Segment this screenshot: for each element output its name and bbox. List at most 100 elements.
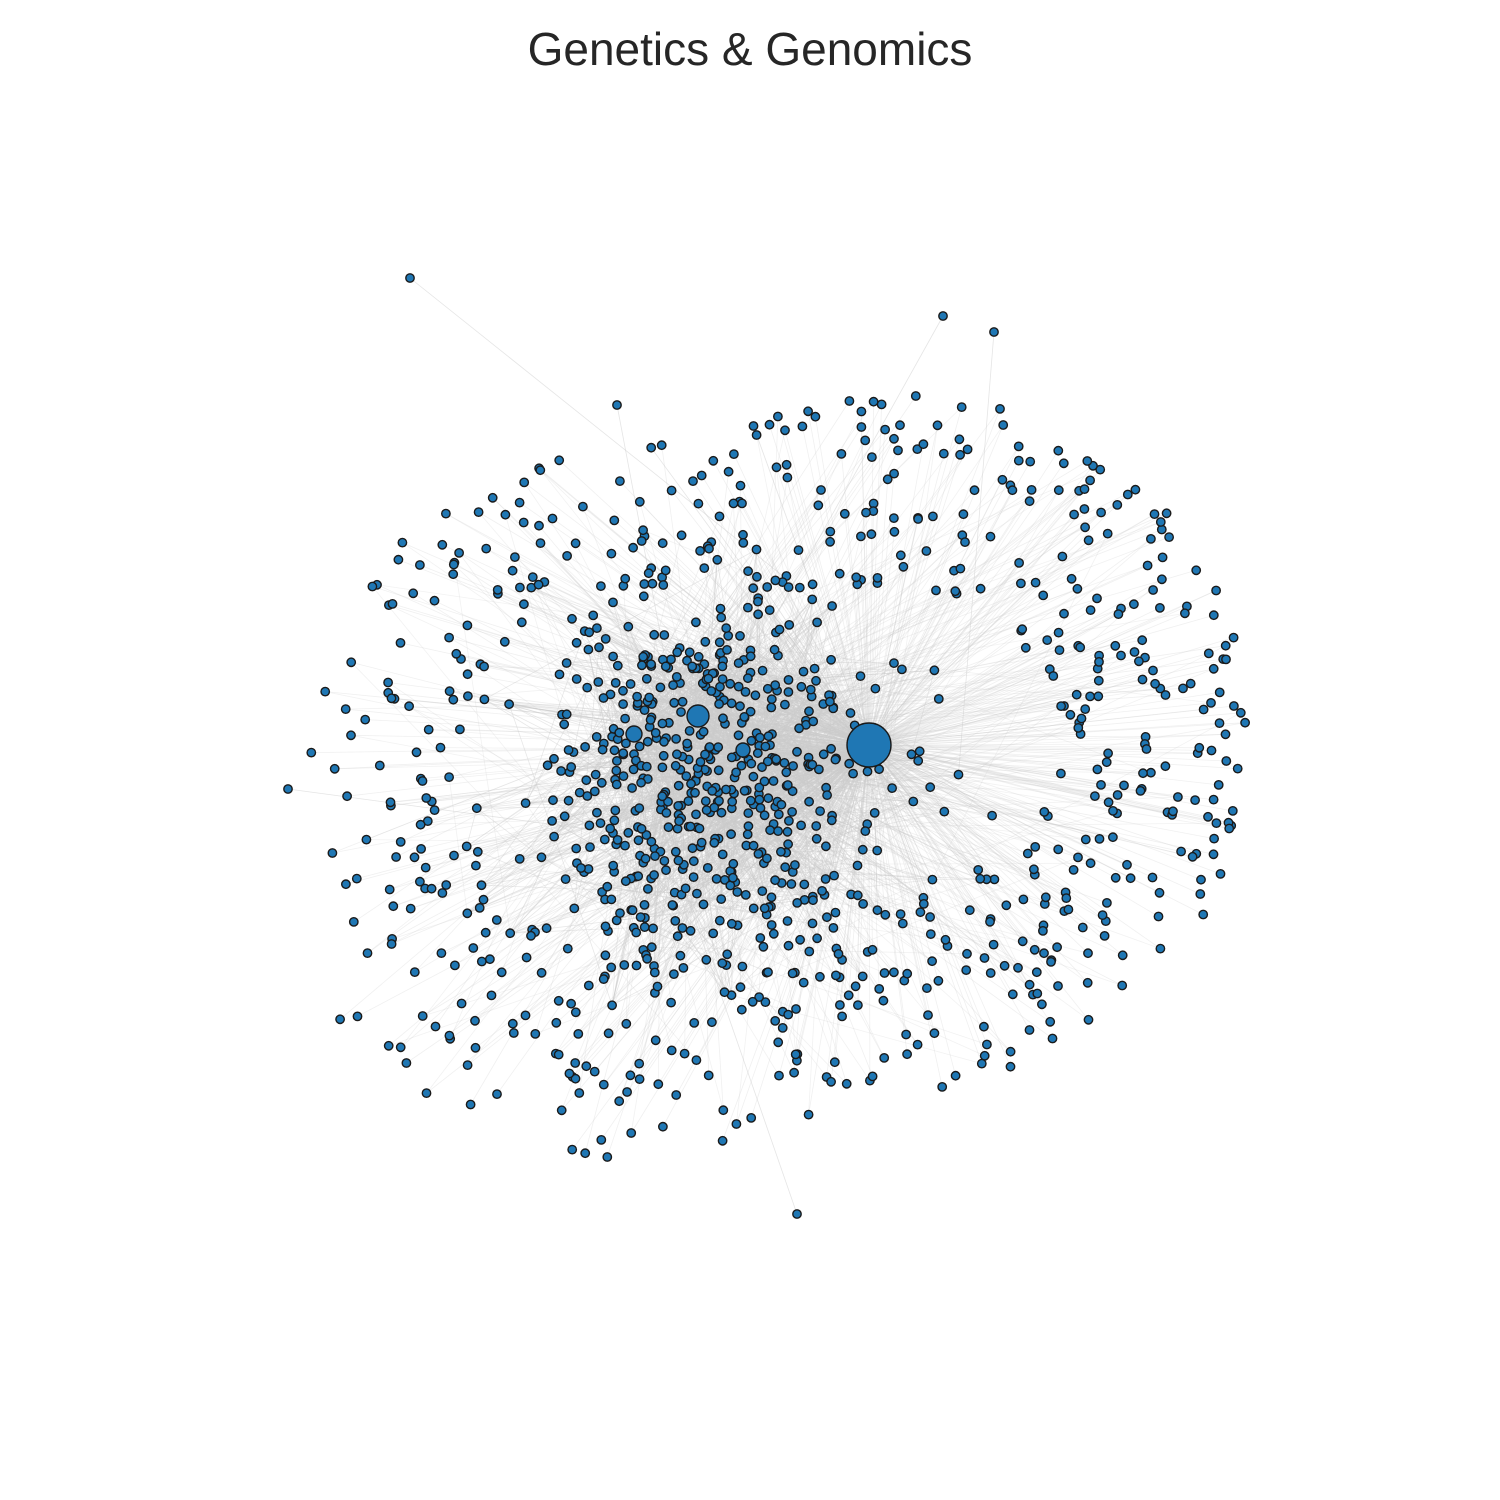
- network-edge: [587, 672, 715, 797]
- network-node: [476, 956, 487, 967]
- network-edge: [652, 583, 870, 746]
- network-node: [608, 860, 619, 871]
- network-edge: [476, 744, 870, 809]
- network-node: [906, 749, 917, 760]
- network-node: [569, 903, 580, 914]
- network-edge: [829, 701, 835, 876]
- network-node: [872, 845, 883, 856]
- network-node: [1137, 635, 1148, 646]
- network-node: [766, 892, 777, 903]
- network-node: [902, 1049, 912, 1060]
- network-edge: [868, 655, 1122, 746]
- network-node: [1073, 852, 1083, 863]
- network-node: [1017, 936, 1028, 947]
- network-edge: [868, 583, 1022, 746]
- network-node: [829, 870, 839, 881]
- network-edge: [615, 702, 675, 771]
- network-node: [620, 713, 630, 724]
- network-edge: [633, 656, 700, 735]
- network-node: [536, 967, 547, 978]
- network-edge: [585, 744, 870, 748]
- network-edge: [731, 807, 835, 876]
- network-edge: [750, 599, 813, 673]
- network-edge: [792, 790, 858, 866]
- network-edge: [586, 779, 970, 911]
- network-node: [914, 746, 925, 757]
- network-node: [811, 821, 822, 831]
- network-node: [516, 617, 527, 628]
- network-node: [938, 448, 949, 459]
- network-node: [889, 513, 899, 523]
- network-edge: [670, 659, 744, 751]
- network-node: [856, 422, 867, 432]
- network-node: [1085, 605, 1096, 615]
- network-edge: [643, 595, 778, 692]
- network-edge: [718, 703, 878, 851]
- network-node: [766, 694, 777, 705]
- network-node: [1208, 849, 1219, 860]
- network-node: [600, 634, 611, 644]
- network-node: [1209, 833, 1220, 844]
- network-edge: [509, 703, 766, 747]
- network-node: [808, 716, 819, 727]
- network-node: [414, 876, 425, 887]
- network-node: [872, 573, 883, 583]
- network-edge: [757, 614, 827, 847]
- network-edge: [598, 681, 867, 764]
- network-node: [812, 617, 822, 628]
- network-edge: [678, 715, 699, 815]
- network-edge: [643, 862, 686, 889]
- network-edge: [697, 715, 765, 782]
- network-edge: [682, 744, 870, 757]
- network-node: [574, 787, 585, 798]
- network-edge: [565, 878, 678, 937]
- network-edge: [651, 841, 1089, 954]
- network-node: [843, 990, 854, 1001]
- network-edge: [839, 573, 870, 746]
- hub-node: [625, 725, 643, 743]
- network-node: [927, 956, 937, 967]
- network-edge: [633, 733, 1051, 1023]
- network-edge: [565, 749, 744, 880]
- network-node: [673, 780, 684, 791]
- network-edge: [742, 749, 1215, 839]
- network-edge: [758, 793, 914, 802]
- network-node: [912, 1039, 923, 1050]
- network-node: [763, 967, 773, 978]
- network-edge: [868, 744, 1036, 848]
- network-node: [1025, 456, 1036, 467]
- network-edge: [560, 667, 669, 772]
- network-node: [634, 1058, 645, 1069]
- network-node: [1235, 707, 1246, 718]
- network-node: [1206, 698, 1216, 708]
- network-edge: [672, 684, 870, 746]
- network-node: [738, 529, 748, 540]
- network-node: [701, 805, 712, 815]
- network-node: [1125, 873, 1136, 884]
- network-edge: [677, 744, 870, 937]
- network-edge: [644, 655, 779, 711]
- network-node: [625, 679, 636, 689]
- network-edge: [750, 800, 929, 1016]
- network-edge: [784, 762, 878, 851]
- network-node: [384, 884, 395, 895]
- network-node: [383, 677, 393, 688]
- network-node: [703, 673, 714, 684]
- network-edge: [611, 750, 920, 1006]
- network-edge: [633, 733, 795, 1073]
- network-node: [1232, 763, 1243, 774]
- network-node: [395, 837, 406, 847]
- network-node: [1077, 922, 1088, 933]
- network-node: [404, 701, 414, 712]
- network-node: [684, 726, 695, 736]
- network-node: [685, 821, 696, 832]
- network-edge: [700, 714, 870, 746]
- network-node: [1096, 507, 1107, 518]
- network-node: [470, 860, 481, 871]
- network-node: [901, 1029, 911, 1040]
- network-node: [737, 498, 747, 509]
- network-node: [619, 960, 630, 970]
- network-node: [667, 900, 678, 910]
- network-edge: [742, 477, 788, 751]
- network-edge: [828, 695, 858, 866]
